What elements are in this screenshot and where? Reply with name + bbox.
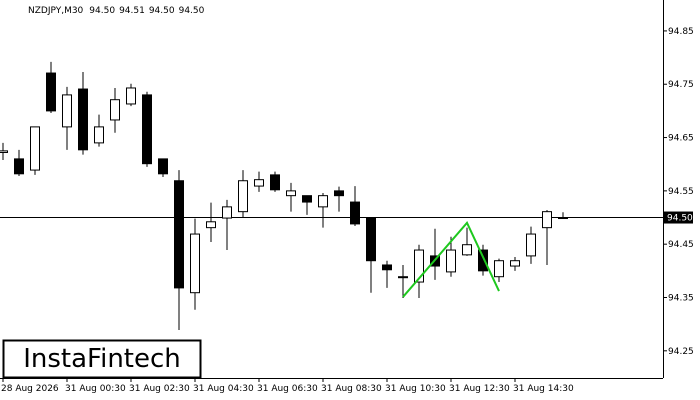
candle-body [542, 211, 552, 229]
candle-body [30, 126, 40, 171]
candle-body [334, 190, 344, 197]
candle-body [398, 276, 408, 279]
candle-body [526, 233, 536, 257]
candle-body [158, 158, 168, 175]
x-tick-label: 31 Aug 04:30 [193, 384, 254, 394]
x-tick-label: 31 Aug 14:30 [513, 384, 574, 394]
header-high: 94.51 [119, 6, 145, 16]
candle-body [190, 233, 200, 294]
x-tick-label: 31 Aug 00:30 [65, 384, 126, 394]
y-tick-label: 94.65 [668, 134, 694, 144]
x-tick-label: 31 Aug 02:30 [129, 384, 190, 394]
candle-body [414, 249, 424, 283]
candle-body [0, 150, 8, 153]
y-tick-label: 94.25 [668, 347, 694, 357]
x-tick-label: 31 Aug 06:30 [257, 384, 318, 394]
candle-body [126, 87, 136, 105]
header-close: 94.50 [179, 6, 205, 16]
y-tick-label: 94.75 [668, 80, 694, 90]
candle-body [142, 94, 152, 165]
candle-body [206, 221, 216, 229]
candle-body [318, 195, 328, 208]
y-tick-label: 94.45 [668, 240, 694, 250]
candle-body [462, 244, 472, 256]
x-tick-label: 31 Aug 12:30 [449, 384, 510, 394]
candle-body [46, 72, 56, 112]
x-tick-label: 31 Aug 10:30 [385, 384, 446, 394]
candle-body [382, 264, 392, 271]
header-open: 94.50 [89, 6, 115, 16]
header-low: 94.50 [149, 6, 175, 16]
candle-body [270, 174, 280, 191]
brand-box [2, 339, 202, 379]
candle-body [222, 206, 232, 219]
candle-body [238, 180, 248, 213]
y-tick-label: 94.85 [668, 27, 694, 37]
candle-body [350, 201, 360, 225]
x-tick-label: 31 Aug 08:30 [321, 384, 382, 394]
candle-body [366, 217, 376, 262]
candle-body [174, 180, 184, 289]
candle-body [14, 158, 24, 175]
y-tick-label: 94.55 [668, 187, 694, 197]
candle-body [478, 249, 488, 272]
x-tick-label: 28 Aug 2026 [1, 384, 59, 394]
candle-body [446, 249, 456, 273]
candle-body [78, 88, 88, 151]
brand: InstaFintech [23, 344, 181, 374]
candle-body [558, 217, 568, 220]
header: NZDJPY,M30 94.50 94.51 94.50 94.50 [28, 6, 205, 16]
candle-body [110, 99, 120, 121]
candle-body [302, 195, 312, 203]
candle-body [494, 260, 504, 278]
candle-body [510, 260, 520, 267]
candle-body [254, 179, 264, 187]
last-price-label: 94.50 [667, 214, 693, 224]
symbol: NZDJPY,M30 [28, 6, 84, 16]
candle-body [62, 94, 72, 128]
candle-body [94, 126, 104, 144]
last-price-box [663, 211, 693, 224]
y-tick-label: 94.35 [668, 293, 694, 303]
candle-body [286, 190, 296, 197]
pattern-line [402, 221, 500, 298]
